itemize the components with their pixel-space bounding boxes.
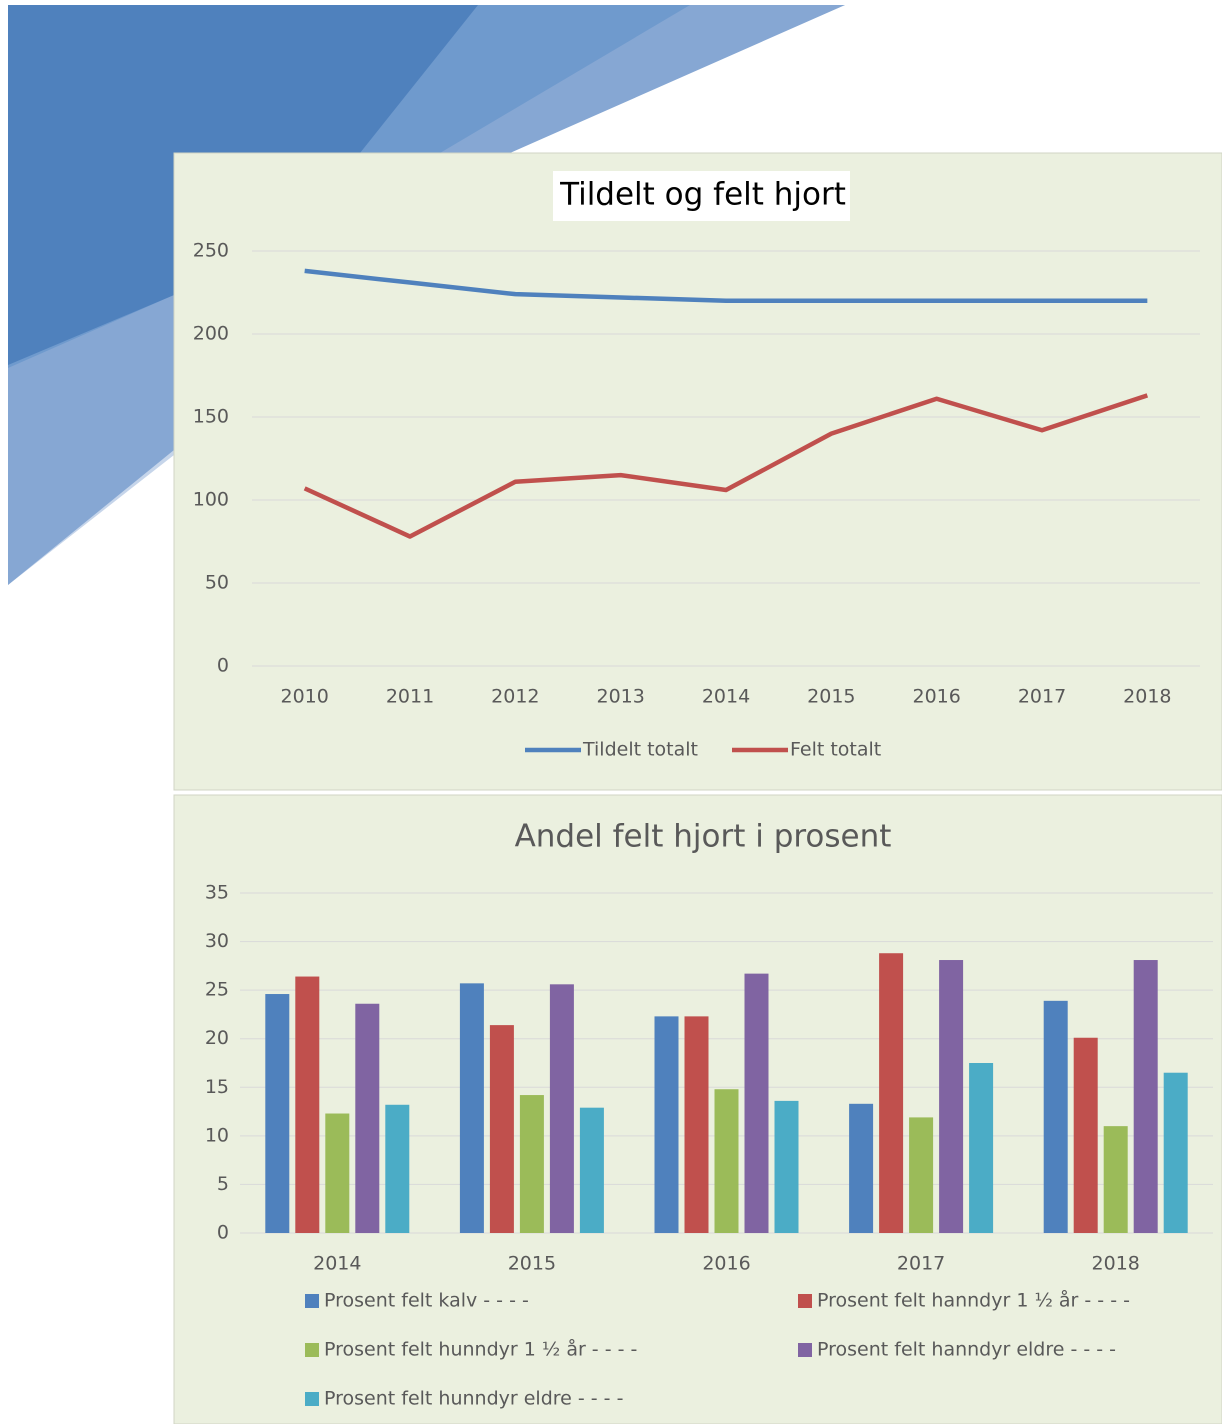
line-series <box>304 268 1148 304</box>
x-tick-label: 2010 <box>280 686 328 708</box>
x-tick-label: 2018 <box>1123 686 1171 708</box>
line-series <box>303 393 1149 539</box>
legend-label: Prosent felt hunndyr eldre - - - - <box>324 1388 623 1410</box>
y-tick-label: 15 <box>205 1076 229 1098</box>
bar <box>265 994 290 1233</box>
bar <box>549 984 574 1233</box>
x-tick-label: 2015 <box>508 1253 556 1275</box>
legend-swatch <box>798 1294 812 1308</box>
x-tick-label: 2014 <box>702 686 750 708</box>
bar <box>1163 1072 1188 1233</box>
bar <box>1073 1037 1098 1233</box>
legend-label: Prosent felt hunndyr 1 ½ år - - - - <box>324 1338 637 1361</box>
y-tick-label: 10 <box>205 1124 229 1146</box>
bar <box>849 1103 874 1233</box>
panel <box>173 152 1222 791</box>
bar <box>385 1104 410 1233</box>
legend-swatch <box>798 1343 812 1357</box>
y-tick-label: 100 <box>193 489 229 511</box>
bar <box>879 953 904 1233</box>
bar <box>909 1117 934 1233</box>
x-tick-label: 2018 <box>1092 1253 1140 1275</box>
legend-label: Tildelt totalt <box>582 739 698 761</box>
y-tick-label: 5 <box>217 1173 229 1195</box>
bar <box>939 960 964 1233</box>
x-tick-label: 2014 <box>313 1253 361 1275</box>
y-tick-label: 30 <box>205 930 229 952</box>
chart-title: Tildelt og felt hjort <box>559 177 846 213</box>
chart-title: Andel felt hjort i prosent <box>515 819 892 855</box>
bar <box>1043 1000 1068 1233</box>
y-tick-label: 25 <box>205 979 229 1001</box>
legend-label: Felt totalt <box>790 739 881 761</box>
legend-swatch <box>305 1294 319 1308</box>
bar <box>969 1063 994 1233</box>
x-tick-label: 2017 <box>897 1253 945 1275</box>
bar <box>459 983 484 1233</box>
y-tick-label: 35 <box>205 882 229 904</box>
bar <box>295 976 320 1233</box>
bar <box>325 1113 350 1233</box>
x-tick-label: 2017 <box>1018 686 1066 708</box>
legend-label: Prosent felt kalv - - - - <box>324 1290 529 1312</box>
x-tick-label: 2013 <box>596 686 644 708</box>
x-tick-label: 2016 <box>912 686 960 708</box>
y-tick-label: 0 <box>217 1222 229 1244</box>
bar <box>654 1016 679 1233</box>
bar <box>519 1095 544 1233</box>
legend-label: Prosent felt hanndyr 1 ½ år - - - - <box>817 1289 1130 1312</box>
bar <box>774 1100 799 1233</box>
y-tick-label: 0 <box>217 655 229 677</box>
bar <box>714 1089 739 1233</box>
legend-swatch <box>305 1392 319 1406</box>
y-tick-label: 150 <box>193 406 229 428</box>
bar <box>579 1107 604 1233</box>
x-tick-label: 2015 <box>807 686 855 708</box>
x-tick-label: 2011 <box>386 686 434 708</box>
legend-label: Prosent felt hanndyr eldre - - - - <box>817 1339 1116 1361</box>
bar <box>1103 1126 1128 1233</box>
y-tick-label: 20 <box>205 1027 229 1049</box>
y-tick-label: 200 <box>193 323 229 345</box>
bar <box>744 973 769 1233</box>
y-tick-label: 50 <box>205 572 229 594</box>
legend-swatch <box>305 1343 319 1357</box>
bar <box>684 1016 709 1233</box>
x-tick-label: 2012 <box>491 686 539 708</box>
title-box <box>553 171 850 221</box>
bar <box>1133 960 1158 1233</box>
bar <box>355 1003 380 1233</box>
y-tick-label: 250 <box>193 240 229 262</box>
x-tick-label: 2016 <box>702 1253 750 1275</box>
bar <box>489 1025 514 1233</box>
